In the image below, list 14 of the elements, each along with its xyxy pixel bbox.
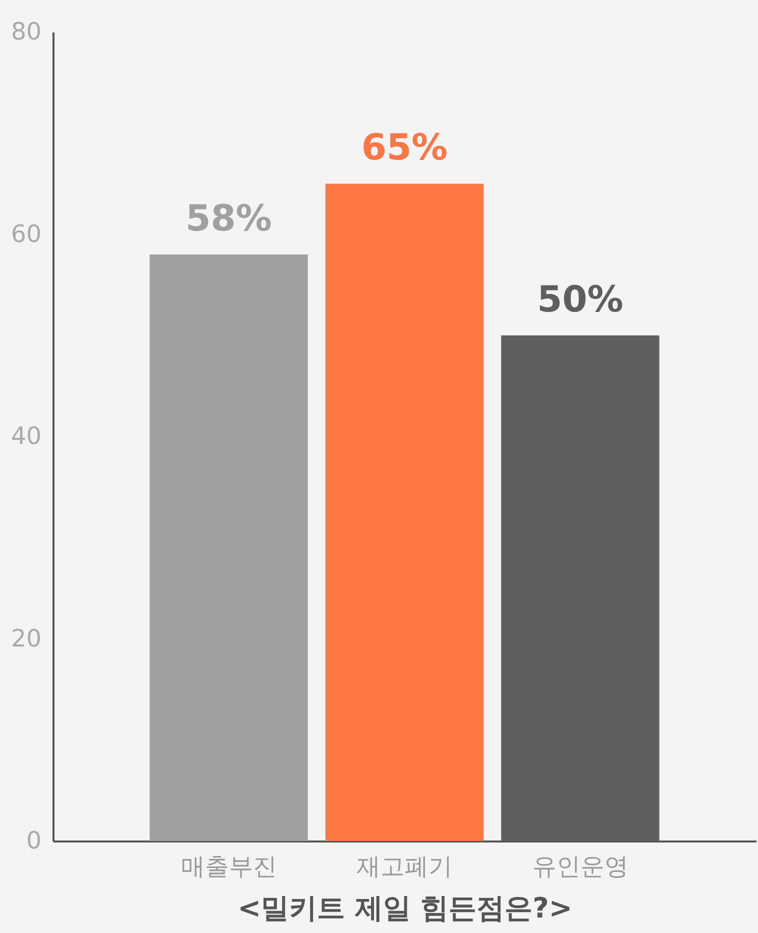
bar — [150, 254, 308, 841]
x-tick-label: 매출부진 — [180, 852, 277, 880]
y-tick-label: 80 — [10, 18, 42, 46]
y-tick-label: 40 — [10, 422, 42, 450]
x-tick-label: 유인운영 — [532, 852, 628, 880]
y-tick-label: 20 — [10, 624, 42, 652]
x-axis-title: <밀키트 제일 힘든점은?> — [238, 892, 572, 924]
x-tick-label: 재고폐기 — [356, 852, 452, 880]
bar — [325, 184, 484, 841]
y-tick-label: 0 — [26, 826, 42, 854]
data-label: 58% — [186, 198, 272, 240]
data-label: 65% — [361, 128, 448, 169]
data-label: 50% — [537, 279, 624, 320]
y-tick-label: 60 — [10, 220, 42, 248]
